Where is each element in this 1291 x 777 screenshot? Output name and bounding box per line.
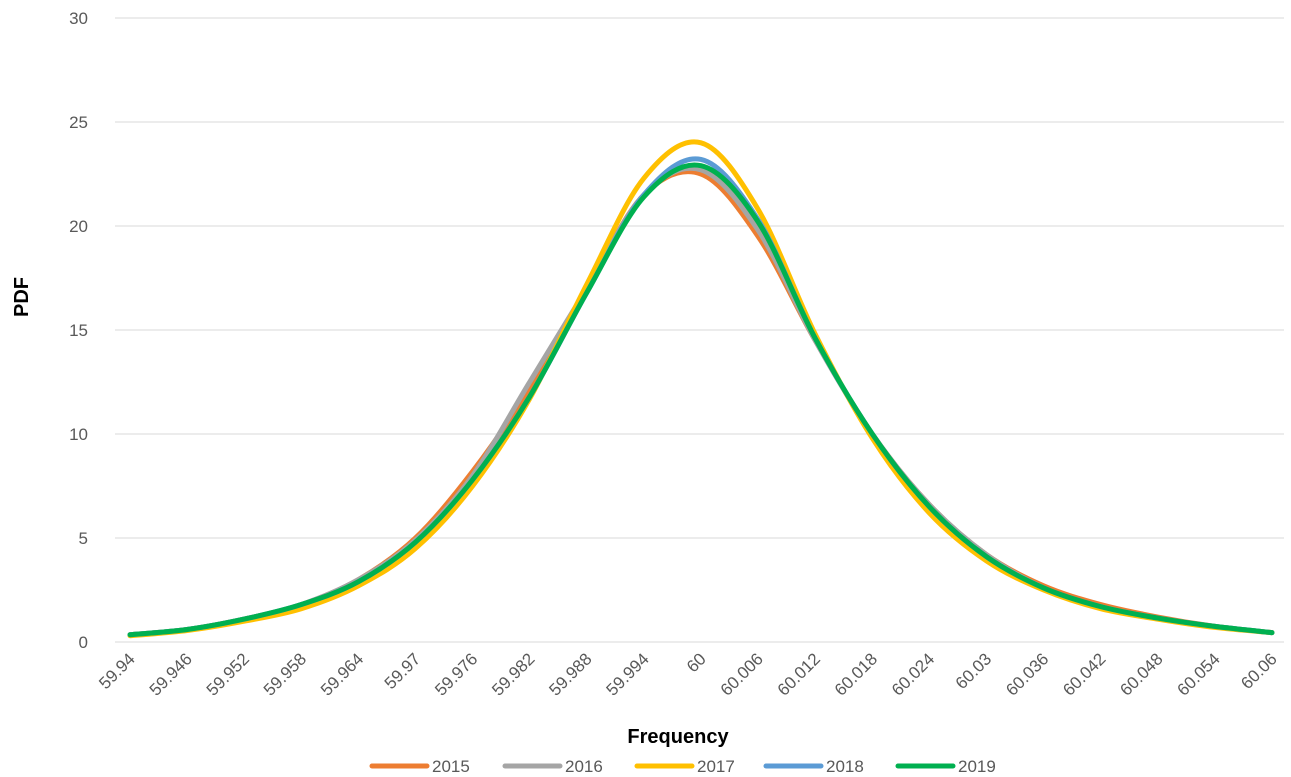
y-tick-label: 5: [79, 529, 88, 548]
y-tick-label: 15: [69, 321, 88, 340]
legend: 2015 2016 2017 2018 2019: [369, 757, 996, 776]
x-axis-title: Frequency: [627, 726, 729, 748]
legend-item-2019: 2019: [895, 757, 996, 776]
x-tick-label: 59.982: [488, 649, 538, 699]
legend-item-2018: 2018: [763, 757, 864, 776]
series-line-2019: [127, 162, 1275, 638]
legend-label: 2019: [958, 757, 996, 776]
series-line-2015: [127, 169, 1275, 638]
series-line-2016: [127, 165, 1275, 638]
x-tick-label: 59.946: [146, 649, 196, 699]
x-tick-label: 60.018: [831, 649, 881, 699]
series-line-2017: [127, 139, 1275, 639]
x-tick-label: 60.054: [1174, 649, 1224, 699]
x-tick-label: 60.042: [1059, 649, 1109, 699]
legend-label: 2018: [826, 757, 864, 776]
y-tick-label: 25: [69, 113, 88, 132]
legend-item-2016: 2016: [502, 757, 603, 776]
legend-label: 2015: [432, 757, 470, 776]
x-tick-label: 59.976: [431, 649, 481, 699]
x-tick-label: 59.988: [545, 649, 595, 699]
x-tick-label: 59.952: [203, 649, 253, 699]
x-tick-label: 60.048: [1116, 649, 1166, 699]
legend-label: 2016: [565, 757, 603, 776]
x-tick-label: 59.994: [603, 649, 653, 699]
x-tick-label: 59.94: [95, 649, 139, 693]
x-tick-label: 59.97: [381, 649, 425, 693]
x-tick-label: 60.024: [888, 649, 938, 699]
x-tick-label: 59.964: [317, 649, 367, 699]
legend-label: 2017: [697, 757, 735, 776]
y-axis-title: PDF: [11, 277, 33, 317]
x-tick-label: 60: [683, 649, 710, 676]
x-tick-label: 60.03: [952, 649, 996, 693]
x-tick-label: 60.036: [1002, 649, 1052, 699]
y-tick-label: 0: [79, 633, 88, 652]
x-tick-label: 60.012: [774, 649, 824, 699]
y-axis-tick-labels: 0 5 10 15 20 25 30: [69, 9, 88, 652]
x-tick-label: 60.006: [717, 649, 767, 699]
x-tick-label: 60.06: [1237, 649, 1281, 693]
gridlines: [115, 17, 1284, 539]
x-axis-tick-labels: 59.94 59.946 59.952 59.958 59.964 59.97 59.976…: [95, 649, 1281, 699]
legend-item-2015: 2015: [369, 757, 470, 776]
legend-item-2017: 2017: [634, 757, 735, 776]
series-lines: [127, 139, 1275, 639]
series-line-2018: [127, 156, 1275, 638]
y-tick-label: 20: [69, 217, 88, 236]
y-tick-label: 30: [69, 9, 88, 28]
x-tick-label: 59.958: [260, 649, 310, 699]
y-tick-label: 10: [69, 425, 88, 444]
